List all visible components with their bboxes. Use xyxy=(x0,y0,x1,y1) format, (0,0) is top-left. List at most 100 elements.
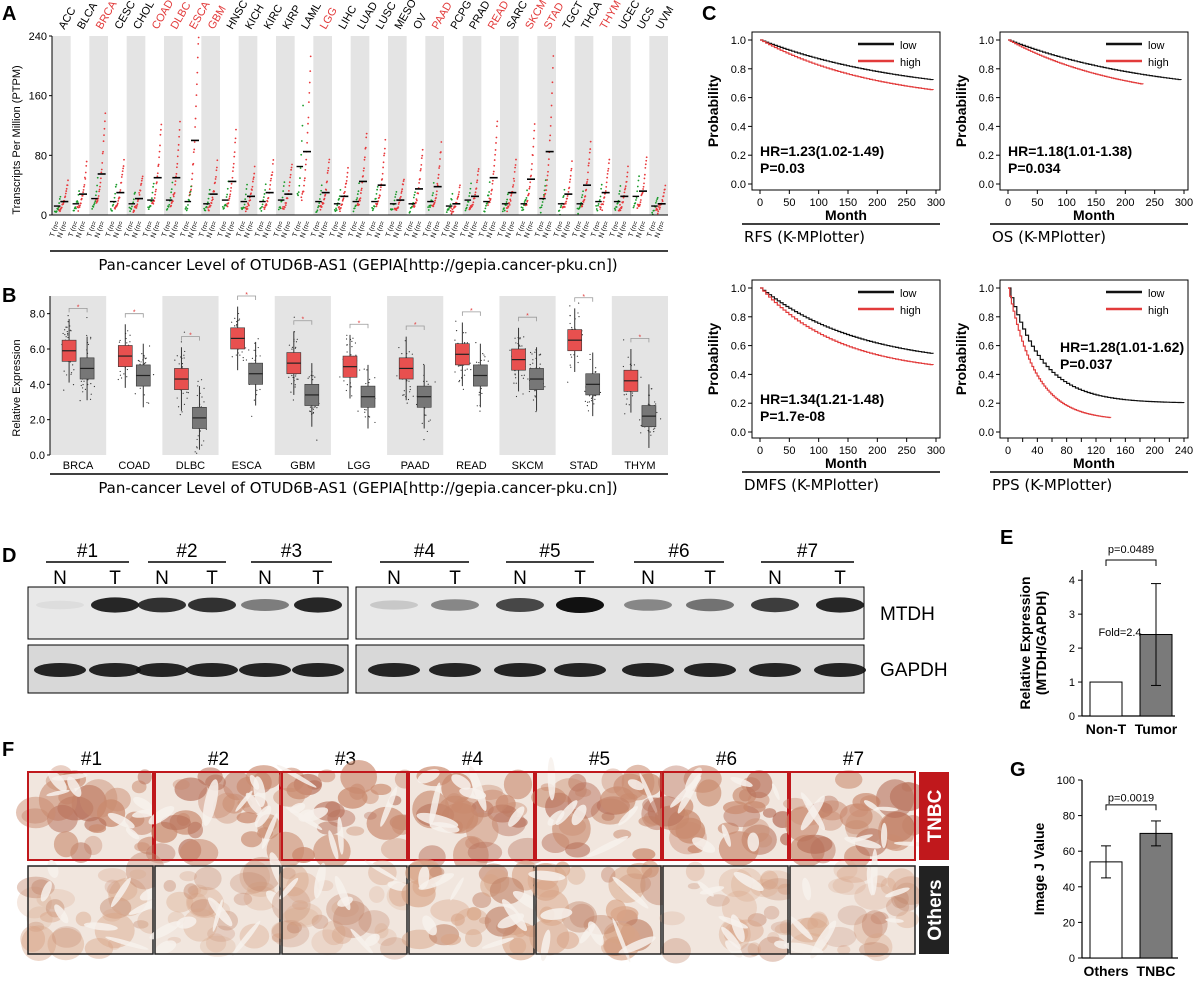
panel-a-tumor-dot xyxy=(159,133,162,136)
panel-b-dot xyxy=(599,391,602,394)
panel-a-normal-dot xyxy=(188,199,191,202)
panel-f-tile xyxy=(149,852,287,957)
panel-c-legend-high: high xyxy=(1148,305,1169,317)
panel-a-tumor-dot xyxy=(347,166,349,169)
panel-b-dot xyxy=(366,369,368,371)
panel-d-band-mtdh xyxy=(188,597,236,613)
panel-a-tumor-dot xyxy=(232,166,235,169)
panel-b-dot xyxy=(239,354,241,356)
panel-f-tissue-blob xyxy=(102,909,122,922)
panel-b-dot xyxy=(462,332,465,334)
panel-d-lane-t: T xyxy=(312,568,324,589)
panel-d-band-gapdh xyxy=(814,663,866,677)
panel-a-normal-dot xyxy=(317,206,319,209)
panel-f-stroma xyxy=(747,832,760,852)
panel-f-stroma xyxy=(788,915,813,940)
panel-a-normal-dot xyxy=(465,206,468,209)
panel-f-tissue-blob xyxy=(26,906,53,931)
panel-b-dot xyxy=(515,377,517,379)
panel-f-tissue-blob xyxy=(94,912,135,949)
panel-e-sig-bracket xyxy=(1105,559,1157,566)
panel-b-dot xyxy=(576,355,579,357)
panel-f-stroma xyxy=(83,922,118,931)
panel-f-tissue-blob xyxy=(233,892,253,906)
panel-f-tissue-blob xyxy=(363,811,377,820)
panel-letter-f: F xyxy=(2,739,14,761)
panel-a-tumor-dot xyxy=(326,172,329,174)
panel-g-ytick-label: 40 xyxy=(1063,882,1075,894)
panel-a-normal-dot xyxy=(371,209,374,212)
panel-a-normal-dot xyxy=(375,192,378,195)
panel-f-stroma xyxy=(866,866,874,896)
panel-f-stroma xyxy=(844,836,882,849)
panel-a-tumor-dot xyxy=(438,167,441,169)
panel-d-band-gapdh xyxy=(136,663,188,677)
panel-d-lane-n: N xyxy=(641,568,655,589)
panel-a-normal-dot xyxy=(263,193,266,195)
panel-b-dot xyxy=(295,341,298,343)
panel-a-tumor-dot xyxy=(234,137,237,140)
panel-a-normal-dot xyxy=(427,206,430,209)
panel-b-dot xyxy=(480,387,482,390)
panel-a-normal-dot xyxy=(243,203,246,206)
panel-f-tissue-blob xyxy=(368,886,385,903)
panel-f-tissue-blob xyxy=(503,769,533,800)
panel-b-dot xyxy=(66,331,68,333)
panel-b-dot xyxy=(626,398,628,400)
panel-a-normal-dot xyxy=(372,207,375,210)
panel-b-boxplot: BRCA*COAD*DLBC*ESCA*GBM*LGG*PAAD*READ*SK… xyxy=(30,292,668,472)
panel-a-tumor-dot xyxy=(155,188,157,191)
panel-b-dot xyxy=(426,430,428,433)
panel-b-dot xyxy=(515,395,518,398)
panel-b-dot xyxy=(346,384,348,386)
panel-a-tumor-dot xyxy=(306,141,309,144)
panel-a-normal-dot xyxy=(651,211,654,214)
panel-a-normal-dot xyxy=(244,198,247,200)
panel-a-tumor-dot xyxy=(493,159,496,161)
panel-c-frame xyxy=(751,31,941,191)
panel-a-tumor-dot xyxy=(209,204,212,207)
panel-a-shade xyxy=(276,36,295,215)
panel-a-tumor-dot xyxy=(160,123,163,126)
panel-a-tumor-dot xyxy=(624,187,627,190)
panel-a-normal-dot xyxy=(429,204,432,207)
panel-f-tissue-blob xyxy=(870,911,889,925)
panel-a-tumor-dot xyxy=(64,192,67,195)
panel-b-dot xyxy=(570,366,572,368)
panel-f-tissue-blob xyxy=(108,877,148,917)
panel-a-shade xyxy=(425,36,444,215)
panel-b-dot xyxy=(623,394,625,396)
panel-d-band-mtdh xyxy=(91,597,139,613)
panel-b-bracket xyxy=(349,323,369,329)
panel-e-bar xyxy=(1089,681,1123,717)
panel-b-dot xyxy=(628,404,630,406)
panel-f-stroma xyxy=(885,887,910,898)
panel-b-dot xyxy=(182,392,184,394)
panel-a-tumor-dot xyxy=(263,208,266,211)
panel-a-tumor-dot xyxy=(639,199,642,201)
panel-g-xtick-label: Others xyxy=(1083,963,1128,979)
panel-f-stroma xyxy=(40,881,52,902)
panel-a-tumor-dot xyxy=(403,178,405,181)
panel-f-tile-border xyxy=(408,771,535,861)
panel-a-tumor-dot xyxy=(83,176,86,179)
panel-f-stroma xyxy=(528,870,566,881)
panel-b-dot xyxy=(72,384,75,386)
panel-b-dot xyxy=(577,361,579,364)
panel-a-tumor-dot xyxy=(397,203,400,205)
panel-e-ytick-label: 2 xyxy=(1069,643,1075,655)
panel-a-tumor-dot xyxy=(475,181,478,184)
panel-b-dot xyxy=(403,394,405,396)
panel-b-dot xyxy=(236,323,238,326)
panel-a-tumor-dot xyxy=(622,201,625,203)
panel-b-dot xyxy=(364,408,366,411)
panel-a-normal-dot xyxy=(414,191,416,194)
panel-a-normal-dot xyxy=(335,207,337,210)
panel-b-star: * xyxy=(189,333,192,340)
panel-a-normal-dot xyxy=(78,190,80,192)
panel-b-dot xyxy=(462,388,464,391)
panel-b-star: * xyxy=(582,294,585,301)
panel-a-normal-dot xyxy=(315,210,318,213)
panel-a-normal-dot xyxy=(486,202,489,204)
panel-a-normal-dot xyxy=(96,184,99,187)
